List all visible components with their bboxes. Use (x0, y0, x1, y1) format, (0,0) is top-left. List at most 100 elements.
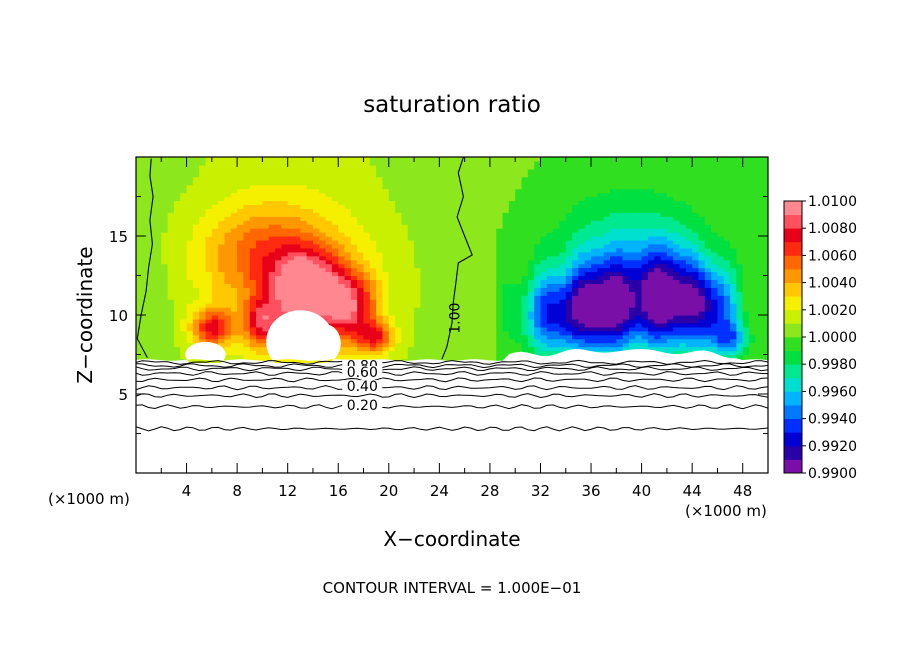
heatmap-cell (515, 311, 523, 316)
heatmap-cell (591, 267, 598, 273)
heatmap-cell (180, 243, 188, 249)
heatmap-cell (426, 291, 434, 296)
heatmap-cell (591, 275, 598, 281)
heatmap-cell (730, 200, 737, 205)
heatmap-cell (546, 216, 554, 221)
heatmap-cell (515, 172, 523, 178)
heatmap-cell (369, 157, 377, 162)
heatmap-cell (407, 196, 415, 202)
heatmap-cell (199, 232, 207, 237)
heatmap-cell (692, 247, 700, 253)
heatmap-cell (508, 263, 516, 269)
heatmap-cell (641, 216, 649, 221)
heatmap-cell (711, 247, 719, 253)
heatmap-cell (452, 307, 459, 312)
heatmap-cell (546, 263, 554, 269)
heatmap-cell (458, 315, 466, 320)
heatmap-cell (249, 311, 257, 316)
heatmap-cell (641, 176, 649, 182)
heatmap-cell (186, 322, 194, 328)
heatmap-cell (496, 216, 504, 221)
heatmap-cell (622, 239, 630, 245)
heatmap-cell (647, 318, 655, 324)
heatmap-cell (186, 279, 194, 284)
heatmap-cell (294, 307, 301, 312)
heatmap-cell (723, 299, 731, 304)
heatmap-cell (508, 224, 516, 229)
heatmap-cell (312, 299, 320, 304)
heatmap-cell (647, 295, 655, 300)
heatmap-cell (414, 216, 421, 221)
heatmap-cell (565, 196, 573, 202)
heatmap-cell (597, 212, 605, 217)
heatmap-cell (641, 251, 649, 257)
heatmap-cell (312, 184, 320, 190)
heatmap-cell (515, 267, 523, 273)
heatmap-cell (458, 259, 466, 265)
heatmap-cell (243, 239, 251, 245)
heatmap-cell (256, 350, 263, 356)
heatmap-cell (306, 176, 314, 182)
heatmap-cell (338, 295, 346, 300)
heatmap-cell (704, 283, 712, 288)
heatmap-cell (205, 263, 213, 269)
heatmap-cell (369, 346, 377, 352)
heatmap-cell (357, 354, 365, 360)
heatmap-cell (521, 307, 529, 312)
heatmap-cell (597, 236, 605, 241)
heatmap-cell (553, 342, 561, 348)
heatmap-cell (572, 164, 579, 170)
heatmap-cell (597, 216, 605, 221)
heatmap-cell (344, 247, 352, 253)
heatmap-cell (401, 216, 409, 221)
heatmap-cell (603, 232, 611, 237)
heatmap-cell (275, 259, 282, 265)
heatmap-cell (294, 243, 301, 249)
heatmap-cell (641, 212, 649, 217)
heatmap-cell (319, 176, 327, 182)
heatmap-cell (464, 239, 472, 245)
heatmap-cell (622, 315, 630, 320)
heatmap-cell (357, 204, 365, 209)
heatmap-cell (704, 208, 712, 213)
heatmap-cell (730, 239, 737, 245)
heatmap-cell (654, 184, 662, 190)
heatmap-cell (717, 184, 725, 190)
heatmap-cell (502, 279, 510, 284)
heatmap-cell (186, 326, 194, 332)
heatmap-cell (483, 212, 491, 217)
heatmap-cell (331, 311, 339, 316)
heatmap-cell (136, 192, 143, 198)
heatmap-cell (382, 259, 390, 265)
heatmap-cell (736, 311, 744, 316)
heatmap-cell (445, 295, 453, 300)
heatmap-cell (515, 212, 523, 217)
heatmap-cell (426, 279, 434, 284)
heatmap-cell (445, 251, 453, 257)
heatmap-cell (205, 315, 213, 320)
heatmap-cell (521, 299, 529, 304)
heatmap-cell (717, 212, 725, 217)
heatmap-cell (641, 247, 649, 253)
heatmap-cell (395, 168, 403, 174)
heatmap-cell (692, 275, 700, 281)
heatmap-cell (224, 192, 232, 198)
heatmap-cell (559, 184, 567, 190)
heatmap-cell (136, 259, 143, 265)
heatmap-cell (173, 200, 181, 205)
heatmap-cell (344, 318, 352, 324)
heatmap-cell (559, 232, 567, 237)
heatmap-cell (243, 232, 251, 237)
heatmap-cell (363, 176, 371, 182)
heatmap-cell (654, 283, 662, 288)
heatmap-cell (679, 216, 687, 221)
heatmap-cell (294, 287, 301, 292)
heatmap-cell (730, 346, 737, 352)
heatmap-cell (730, 184, 737, 190)
heatmap-cell (666, 271, 674, 277)
heatmap-cell (483, 263, 491, 269)
heatmap-cell (464, 160, 472, 166)
heatmap-cell (736, 330, 744, 336)
heatmap-cell (496, 236, 504, 241)
heatmap-cell (698, 259, 706, 265)
